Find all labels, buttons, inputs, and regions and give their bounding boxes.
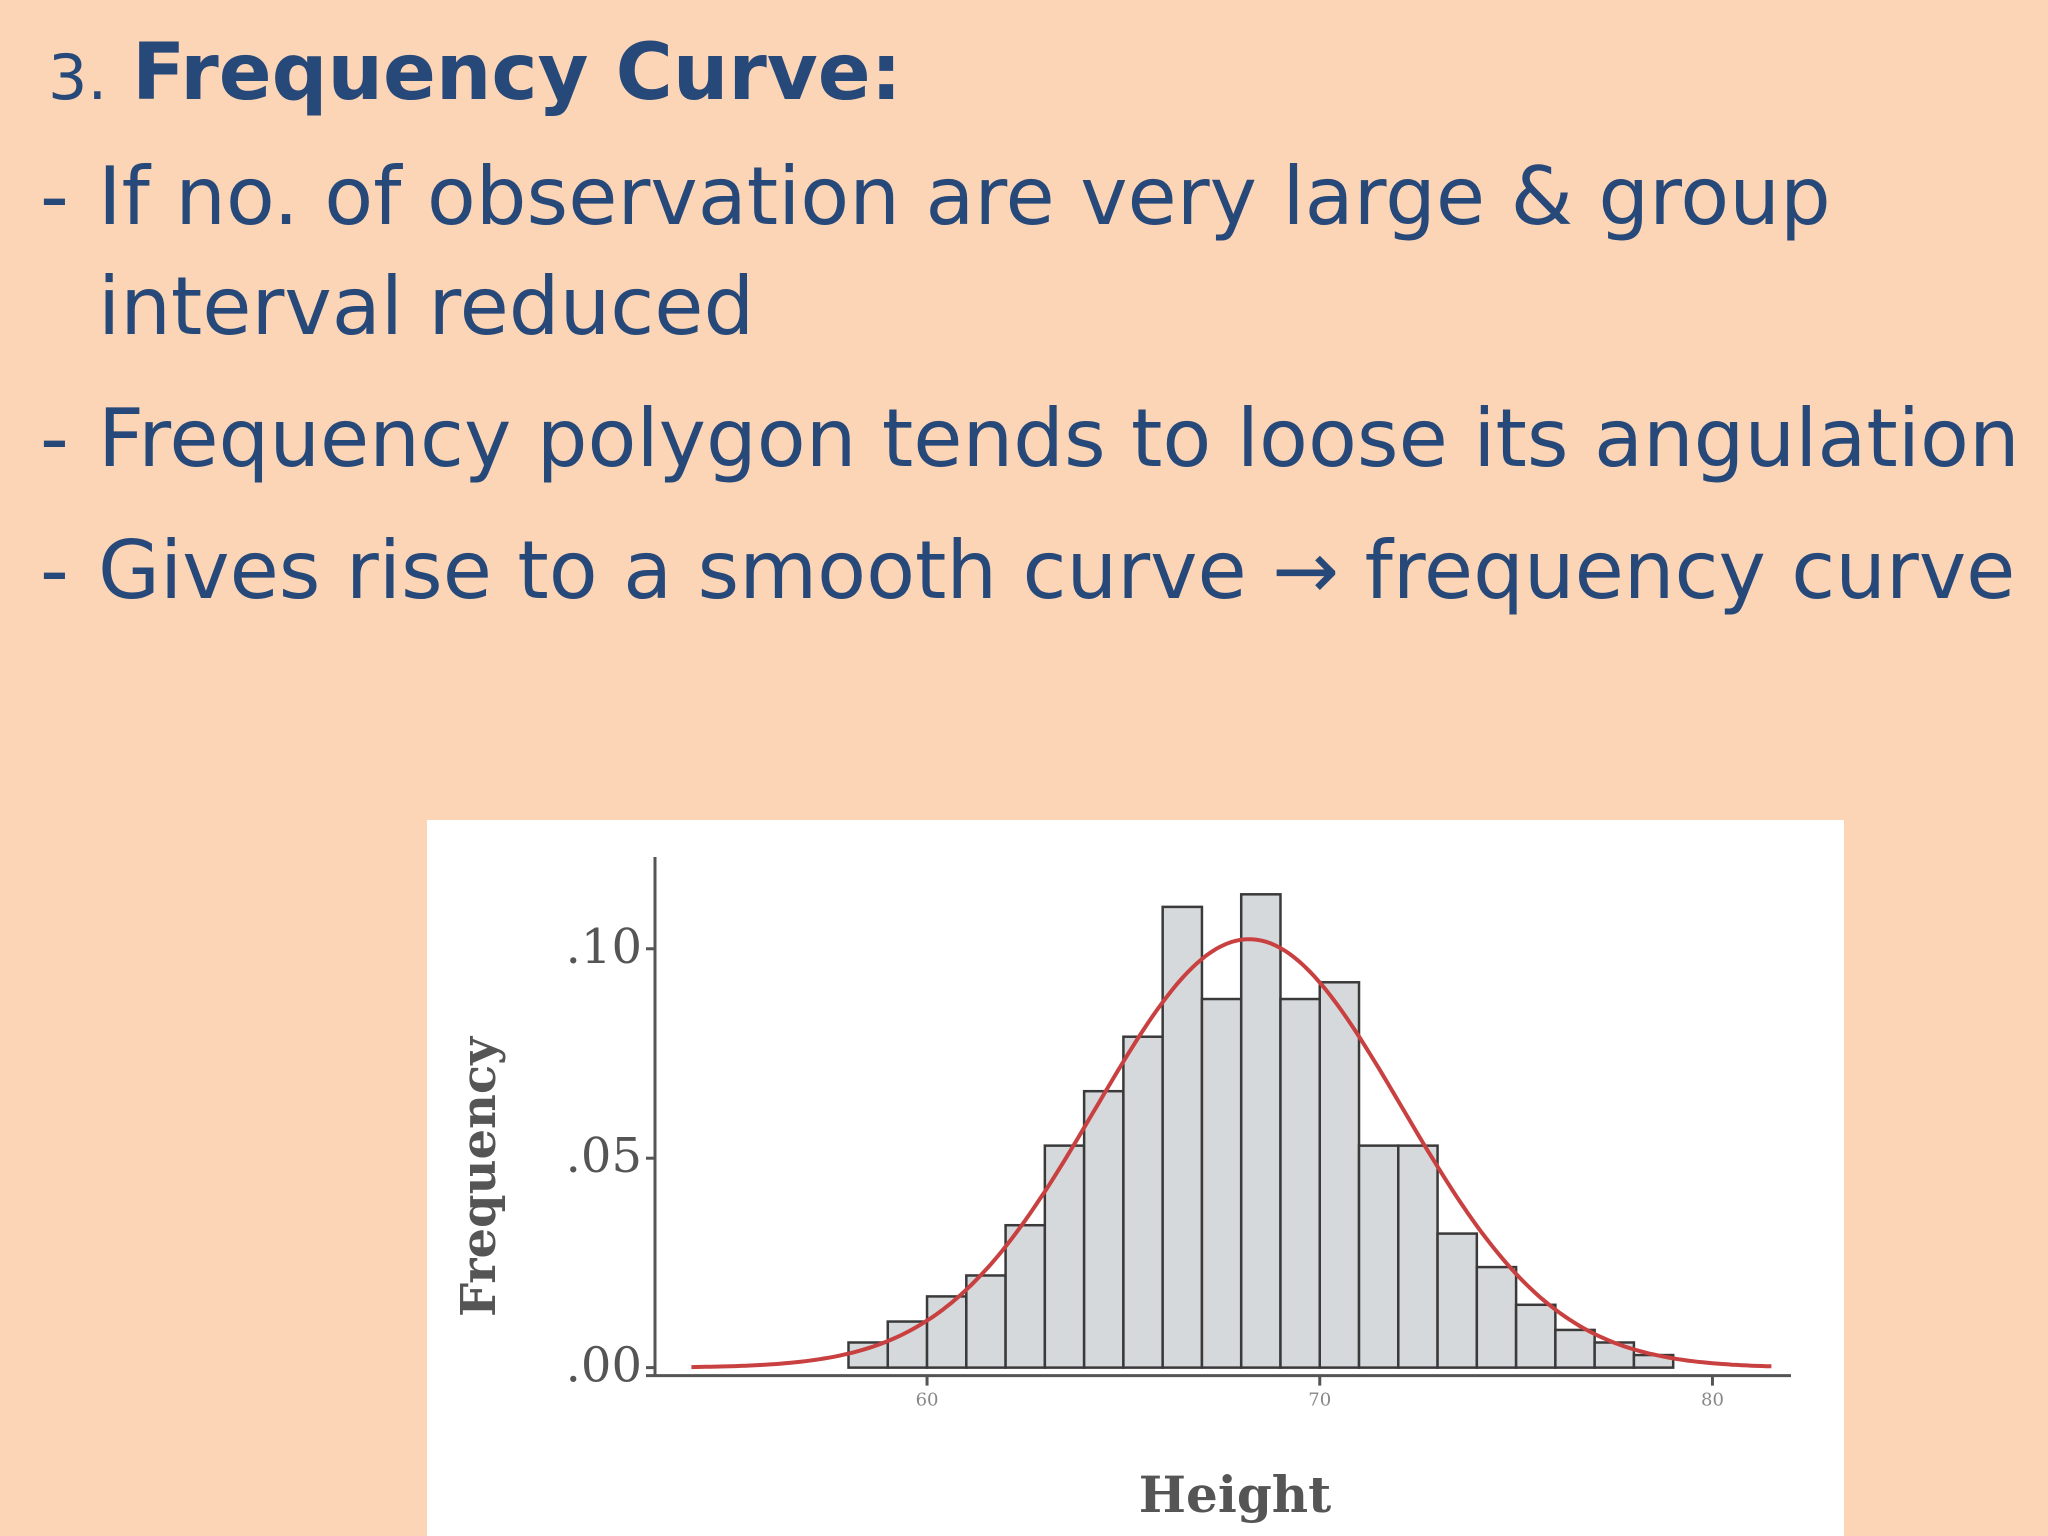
histogram-bar <box>886 1320 929 1369</box>
histogram-bar <box>1082 1089 1125 1369</box>
x-tick-label: 60 <box>916 1390 939 1411</box>
bullet-item: - Gives rise to a smooth curve → frequen… <box>40 516 2020 626</box>
bullet-text: If no. of observation are very large & g… <box>98 150 1831 353</box>
histogram-bar <box>1200 997 1243 1369</box>
bullet-dash: - <box>40 392 69 485</box>
y-tick-label: .05 <box>566 1128 642 1184</box>
histogram-bar <box>1397 1144 1439 1369</box>
slide-number: 3. <box>48 41 108 114</box>
y-axis-title: Frequency <box>451 1035 507 1317</box>
histogram-svg: .00 .05 .10 60 70 80 Height Frequency <box>451 857 1791 1524</box>
histogram-bar <box>1514 1303 1557 1369</box>
y-tick-label: .10 <box>566 919 642 975</box>
bullet-item: - If no. of observation are very large &… <box>40 142 2020 362</box>
histogram-bar <box>1239 893 1282 1369</box>
histogram-bar <box>1279 997 1322 1369</box>
histogram-bar <box>1318 981 1361 1369</box>
bullet-text: Gives rise to a smooth curve → frequency… <box>98 524 2016 617</box>
slide-heading: 3. Frequency Curve: <box>48 18 902 133</box>
histogram-chart: .00 .05 .10 60 70 80 Height Frequency <box>427 820 1844 1536</box>
x-axis-title: Height <box>1139 1465 1331 1524</box>
histogram-bar <box>1436 1232 1479 1369</box>
bullet-text: Frequency polygon tends to loose its ang… <box>98 392 2020 485</box>
histogram-bar <box>965 1274 1007 1369</box>
x-tick-label: 70 <box>1308 1390 1331 1411</box>
histogram-bar <box>1122 1035 1164 1369</box>
frequency-curve <box>691 937 1772 1370</box>
bullet-dash: - <box>40 150 69 243</box>
histogram-bar <box>1475 1265 1518 1369</box>
y-tick-label: .00 <box>566 1338 642 1394</box>
histogram-bar <box>1004 1223 1047 1369</box>
x-tick-label: 80 <box>1701 1390 1724 1411</box>
slide-title: Frequency Curve: <box>131 28 902 118</box>
bullet-dash: - <box>40 524 69 617</box>
bullet-item: - Frequency polygon tends to loose its a… <box>40 384 2020 494</box>
histogram-bar <box>1357 1144 1400 1369</box>
bullet-list: - If no. of observation are very large &… <box>40 142 2020 648</box>
histogram-bar <box>1554 1328 1596 1369</box>
